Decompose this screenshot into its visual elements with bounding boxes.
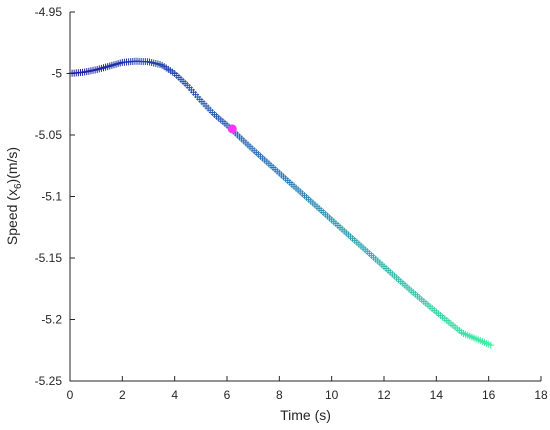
y-tick-label: -5.25 xyxy=(35,374,63,388)
x-tick-label: 4 xyxy=(171,388,178,402)
y-tick-label: -5 xyxy=(51,67,62,81)
x-tick-label: 18 xyxy=(534,388,548,402)
x-tick-label: 0 xyxy=(67,388,74,402)
y-axis-title: Speed (x6)(m/s) xyxy=(4,147,24,245)
series-markers xyxy=(66,57,495,349)
y-axis-title-subscript: 6 xyxy=(13,183,24,189)
x-tick-label: 16 xyxy=(482,388,496,402)
x-tick-label: 8 xyxy=(276,388,283,402)
data-point-marker xyxy=(487,341,495,349)
y-ticks: -4.95 -5 -5.05 -5.1 -5.15 -5.2 -5.25 xyxy=(35,5,75,388)
x-tick-label: 10 xyxy=(325,388,339,402)
plot-area xyxy=(70,12,541,381)
y-tick-label: -5.1 xyxy=(41,190,62,204)
highlight-point xyxy=(227,124,237,134)
x-ticks: 0 2 4 6 8 10 12 14 16 18 xyxy=(67,376,548,402)
x-axis-title: Time (s) xyxy=(280,407,331,423)
x-tick-label: 14 xyxy=(430,388,444,402)
y-tick-label: -5.2 xyxy=(41,313,62,327)
y-axis-title-tail: )(m/s) xyxy=(4,147,20,184)
x-tick-label: 12 xyxy=(377,388,391,402)
y-tick-label: -5.15 xyxy=(35,251,63,265)
x-tick-label: 2 xyxy=(119,388,126,402)
y-tick-label: -4.95 xyxy=(35,5,63,19)
y-axis-title-main: Speed (x xyxy=(4,189,20,245)
highlight-layer xyxy=(227,124,237,134)
y-tick-label: -5.05 xyxy=(35,128,63,142)
x-tick-label: 6 xyxy=(224,388,231,402)
